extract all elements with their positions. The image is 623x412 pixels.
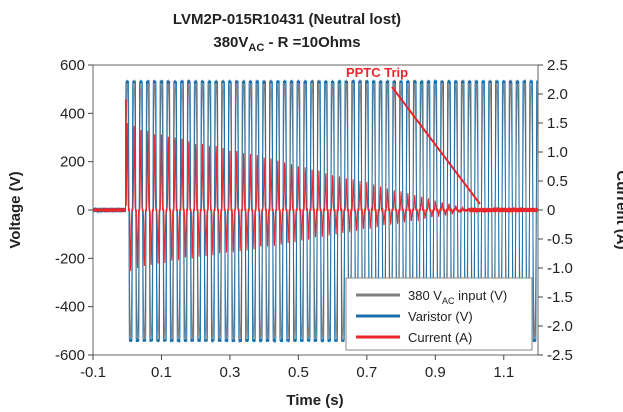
y-axis-left: -600 -400 -200 0 200 400 600 [55, 57, 93, 364]
y-tick-label: -400 [55, 299, 85, 316]
x-axis: -0.1 0.1 0.3 0.5 0.7 0.9 1.1 [80, 355, 514, 381]
legend-label-input: 380 VAC input (V) [408, 288, 507, 306]
x-tick-label: 0.9 [425, 364, 446, 381]
annotation: PPTC Trip [346, 65, 481, 205]
x-tick-label: 1.1 [493, 364, 514, 381]
x-tick-label: -0.1 [80, 364, 106, 381]
y-tick-label: -200 [55, 250, 85, 267]
legend: 380 VAC input (V) Varistor (V) Current (… [345, 277, 533, 351]
y2-tick-label: -2.5 [547, 347, 573, 364]
series-current [93, 99, 538, 272]
y-tick-label: 400 [60, 105, 85, 122]
y2-tick-label: 2.5 [547, 57, 568, 74]
x-axis-label: Time (s) [286, 392, 343, 409]
y2-tick-label: 1.0 [547, 144, 568, 161]
data-layer [93, 78, 538, 344]
y2-tick-label: -2.0 [547, 318, 573, 335]
x-tick-label: 0.5 [288, 364, 309, 381]
y-axis-label: Voltage (V) [7, 171, 24, 248]
y2-tick-label: 2.0 [547, 86, 568, 103]
legend-label-varistor: Varistor (V) [408, 309, 473, 324]
y2-tick-label: -1.0 [547, 260, 573, 277]
y2-tick-label: 0.5 [547, 173, 568, 190]
series-varistor-voltage [93, 78, 538, 344]
chart-title: LVM2P-015R10431 (Neutral lost) [173, 11, 401, 28]
y2-tick-label: 1.5 [547, 115, 568, 132]
y-tick-label: 600 [60, 57, 85, 74]
legend-label-current: Current (A) [408, 330, 472, 345]
y-tick-label: 0 [77, 202, 85, 219]
chart-subtitle: 380VAC - R =10Ohms [213, 34, 360, 54]
y-tick-label: -600 [55, 347, 85, 364]
y2-tick-label: 0 [547, 202, 555, 219]
y-tick-label: 200 [60, 154, 85, 171]
y2-axis-label: Current (A) [613, 170, 623, 249]
x-tick-label: 0.7 [356, 364, 377, 381]
y2-tick-label: -1.5 [547, 289, 573, 306]
y2-tick-label: -0.5 [547, 231, 573, 248]
x-tick-label: 0.1 [151, 364, 172, 381]
y-axis-right: -2.5 -2.0 -1.5 -1.0 -0.5 0 0.5 1.0 1.5 2.0 2.5 [538, 57, 573, 364]
annotation-arrow [391, 86, 481, 205]
x-tick-label: 0.3 [219, 364, 240, 381]
annotation-label: PPTC Trip [346, 65, 408, 80]
